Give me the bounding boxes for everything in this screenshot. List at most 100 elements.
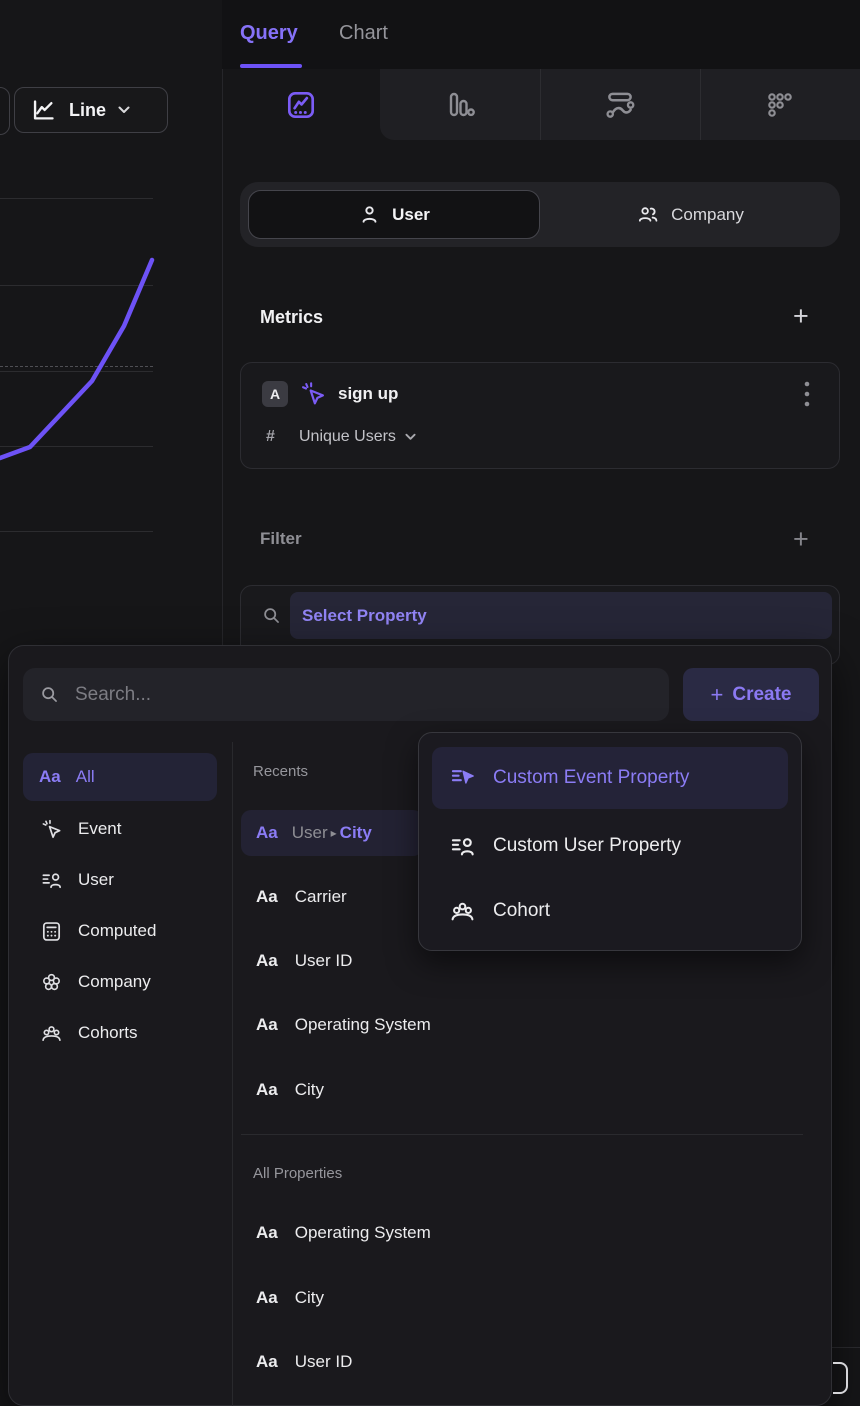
add-metric-button[interactable]: + [793, 301, 809, 331]
flows-icon [606, 92, 635, 118]
property-label: City [294, 1080, 325, 1099]
menu-item-custom-event-property[interactable]: Custom Event Property [432, 747, 788, 809]
menu-item-cohort[interactable]: Cohort [432, 880, 788, 942]
filter-property-placeholder: Select Property [302, 605, 427, 625]
chart-type-tab-bar[interactable] [381, 69, 539, 140]
company-cluster-icon [39, 971, 63, 994]
tab-query[interactable]: Query [240, 22, 298, 44]
chart-type-tab-flows[interactable] [541, 69, 699, 140]
menu-item-custom-user-property[interactable]: Custom User Property [432, 815, 788, 877]
tab-separator [540, 69, 541, 140]
category-label: Cohorts [78, 1023, 138, 1042]
bar-chart-icon [449, 92, 475, 116]
line-chart-series [0, 257, 155, 461]
text-property-icon: Aa [256, 951, 278, 970]
chevron-down-icon [405, 433, 416, 440]
chart-type-tab-retention[interactable] [701, 69, 859, 140]
custom-user-property-icon [448, 833, 476, 860]
property-label: Carrier [294, 887, 347, 906]
chevron-down-icon [118, 106, 130, 113]
text-property-icon: Aa [256, 887, 278, 906]
property-list-item[interactable]: Aa Operating System [241, 1210, 661, 1256]
chart-gridline [0, 446, 153, 447]
kebab-menu-icon[interactable] [804, 381, 810, 407]
custom-event-property-icon [448, 765, 476, 792]
user-property-icon [39, 869, 63, 892]
entity-toggle-company[interactable]: Company [548, 190, 832, 239]
chart-type-dropdown-button[interactable]: Line [14, 87, 168, 133]
property-label: User ID [294, 1352, 353, 1371]
category-computed[interactable]: Computed [23, 908, 217, 954]
recent-property[interactable]: Aa City [241, 1067, 661, 1113]
property-label: Operating System [294, 1223, 431, 1242]
filter-property-selector[interactable]: Select Property [290, 592, 832, 639]
tab-separator [700, 69, 701, 140]
all-properties-section-title: All Properties [253, 1165, 343, 1182]
aggregation-dropdown[interactable]: Unique Users [299, 428, 416, 446]
recent-property[interactable]: Aa User ID [241, 938, 661, 984]
category-label: Computed [78, 921, 157, 940]
recent-property-user-city[interactable]: Aa User ▸ City [241, 810, 423, 856]
cohort-people-icon [448, 898, 476, 925]
chart-gridline [0, 285, 153, 286]
insights-chart-icon [287, 91, 315, 118]
chart-type-tab-insights[interactable] [222, 69, 380, 140]
category-cohorts[interactable]: Cohorts [23, 1010, 217, 1056]
tab-chart[interactable]: Chart [339, 22, 388, 44]
menu-item-label: Custom User Property [493, 835, 681, 856]
category-company[interactable]: Company [23, 959, 217, 1005]
query-panel-header [222, 0, 860, 69]
line-chart-icon [33, 99, 54, 120]
category-label: Company [78, 972, 151, 991]
cropped-toolbar-button[interactable] [0, 87, 10, 135]
chart-average-dashed-line [0, 366, 153, 367]
event-cursor-icon [39, 818, 63, 841]
property-parent-label: User [291, 823, 328, 842]
recent-property[interactable]: Aa Operating System [241, 1002, 661, 1048]
property-picker-popup: + Create Aa All Event User [8, 645, 832, 1406]
background-card-edge [832, 1347, 860, 1348]
recents-section-title: Recents [253, 763, 309, 780]
aggregation-hash-icon: # [266, 428, 275, 445]
category-event[interactable]: Event [23, 806, 217, 852]
text-property-icon: Aa [256, 1223, 278, 1242]
property-child-label: City [339, 823, 372, 842]
section-divider [241, 1134, 803, 1135]
property-list-item[interactable]: Aa User ID [241, 1339, 661, 1385]
create-button-label: Create [732, 683, 792, 705]
category-all[interactable]: Aa All [23, 753, 217, 801]
menu-item-label: Cohort [493, 900, 551, 921]
property-label: City [294, 1288, 325, 1307]
property-search-box[interactable] [23, 668, 669, 721]
filter-section-title: Filter [260, 529, 302, 548]
metric-event-name: sign up [338, 384, 399, 403]
recent-property[interactable]: Aa Carrier [241, 874, 661, 920]
metric-card[interactable] [240, 362, 840, 469]
metric-letter-badge[interactable]: A [262, 381, 288, 407]
property-label: User ID [294, 951, 353, 970]
people-icon [639, 207, 658, 222]
person-icon [362, 206, 377, 223]
entity-toggle-company-label: Company [671, 204, 744, 224]
active-tab-underline [240, 64, 302, 68]
entity-toggle-user[interactable]: User [248, 190, 540, 239]
text-property-icon: Aa [256, 1288, 278, 1307]
property-label: Operating System [294, 1015, 431, 1034]
search-icon [264, 608, 279, 623]
property-list-item[interactable]: Aa City [241, 1275, 661, 1321]
text-property-icon: Aa [256, 1080, 278, 1099]
category-label: Event [78, 819, 122, 838]
aggregation-label: Unique Users [299, 428, 396, 445]
calculator-icon [39, 920, 63, 943]
create-button[interactable]: + Create [683, 668, 819, 721]
picker-column-divider [232, 742, 233, 1406]
property-search-input[interactable] [73, 682, 653, 707]
add-filter-button[interactable]: + [793, 524, 809, 554]
category-label: User [78, 870, 114, 889]
breadcrumb-arrow-icon: ▸ [330, 826, 337, 840]
entity-toggle-user-label: User [392, 204, 430, 224]
text-property-icon: Aa [256, 823, 278, 842]
text-property-icon: Aa [39, 767, 61, 786]
category-user[interactable]: User [23, 857, 217, 903]
search-icon [42, 687, 57, 702]
